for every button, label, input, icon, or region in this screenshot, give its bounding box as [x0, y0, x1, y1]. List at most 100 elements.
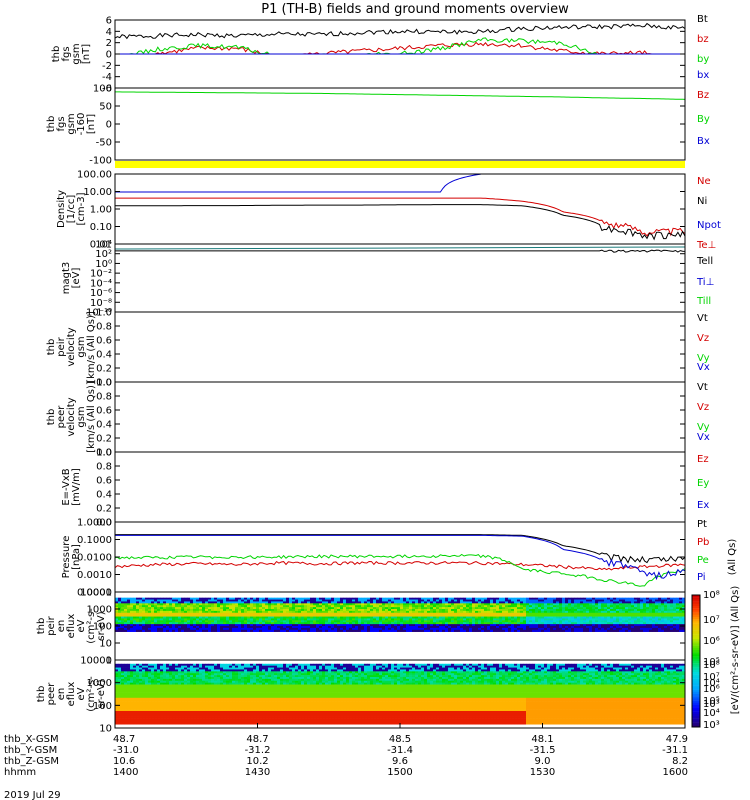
axis-value: 1600	[663, 767, 688, 778]
y-tick-label: 0.6	[96, 336, 112, 347]
svg-text:-160: -160	[76, 113, 87, 136]
y-tick-label: -100	[89, 156, 112, 167]
svg-text:peir: peir	[46, 615, 57, 635]
svg-text:thb: thb	[36, 618, 47, 635]
y-tick-label: 0.0100	[77, 553, 112, 564]
panel-frame	[114, 451, 686, 523]
y-tick-label: 10⁻⁸	[90, 298, 112, 309]
y-tick-label: 1.0	[96, 448, 112, 459]
y-tick-label: 10⁻⁶	[90, 288, 112, 299]
series-line-Ni	[115, 204, 686, 241]
y-tick-label: 0.2	[96, 434, 112, 445]
y-tick-label: 0.0010	[77, 570, 112, 581]
svg-text:thb: thb	[46, 409, 57, 426]
colorbar-label: [eV/(cm²-s-sr-eV)] (All Qs)	[730, 586, 741, 715]
svg-text:sr-eV): sr-eV)	[96, 611, 107, 640]
legend-Ni: Ni	[697, 196, 707, 207]
panel-frame	[114, 381, 686, 453]
y-tick-label: 0	[106, 50, 112, 61]
series-line-Pb	[114, 560, 686, 571]
y-axis-label: magt3 [eV]	[61, 262, 82, 295]
legend-Bt: Bt	[697, 14, 708, 25]
colorbar-tick: 10⁶	[703, 684, 720, 695]
y-tick-label: 10⁰	[95, 259, 112, 270]
svg-text:[nT]: [nT]	[81, 44, 92, 64]
y-axis-label: thb peer velocity gsm [km/s (All Qs)]	[46, 381, 97, 453]
axis-value: 8.2	[672, 756, 688, 767]
colorbar-tick: 10⁴	[703, 708, 720, 719]
colorbar-tick: 10⁵	[703, 657, 720, 668]
svg-text:[cm-3]: [cm-3]	[76, 192, 87, 225]
colorbar-tick: 10⁷	[703, 672, 720, 683]
y-tick-label: 0.1000	[77, 535, 112, 546]
panel-fgs-dsl: 100 50 0 -50 -100 thb fgs gsm -160 [nT] Bz By Bx	[46, 84, 710, 167]
y-tick-label: 1000	[87, 605, 112, 616]
legend-Ne: Ne	[697, 176, 711, 187]
y-tick-label: 1.00	[90, 205, 112, 216]
legend-Bx: Bx	[697, 136, 710, 147]
y-tick-label: 0	[106, 120, 112, 131]
y-tick-label: 1000	[87, 678, 112, 689]
legend-by: by	[697, 54, 709, 65]
colorbar-tick: 10⁵	[703, 696, 720, 707]
legend-Ez: Ez	[697, 454, 709, 465]
legend-Pb: Pb	[697, 537, 709, 548]
axis-value: 1530	[530, 767, 555, 778]
y-tick-label: 0.10	[90, 222, 112, 233]
legend-Till: Till	[696, 296, 711, 307]
y-tick-label: 0.6	[96, 406, 112, 417]
y-tick-label: 10	[99, 724, 112, 735]
colorbar-tick: 10⁸	[703, 590, 720, 601]
colorbar-tick: 10⁷	[703, 615, 720, 626]
axis-value: -31.2	[245, 745, 271, 756]
legend-Npot: Npot	[697, 220, 721, 231]
svg-text:eflux: eflux	[66, 614, 77, 639]
panel-frame	[114, 243, 686, 313]
svg-text:fgs: fgs	[61, 46, 72, 61]
svg-text:[1/cc]: [1/cc]	[66, 195, 77, 224]
legend-Vy: Vy	[697, 353, 710, 364]
series-line-Pt	[115, 534, 686, 564]
svg-text:peer: peer	[56, 405, 67, 429]
x-axis-annotations: thb_X-GSM 48.7 48.7 48.5 48.1 47.9 thb_Y-GSM -3…	[4, 723, 688, 778]
svg-text:gsm: gsm	[71, 43, 82, 64]
y-tick-label: 10000	[80, 656, 112, 667]
axis-value: 1400	[113, 767, 138, 778]
y-tick-label: 0.01	[90, 240, 112, 251]
y-tick-label: 1.0000	[77, 518, 112, 529]
y-tick-label: 0.0001	[77, 588, 112, 599]
svg-text:fgs: fgs	[56, 116, 67, 131]
legend-Pt: Pt	[697, 519, 707, 530]
series-line-by	[115, 37, 685, 55]
svg-text:[km/s (All Qs)]: [km/s (All Qs)]	[86, 311, 97, 383]
y-tick-label: 10⁻⁴	[90, 278, 112, 289]
legend-By: By	[697, 114, 710, 125]
y-tick-label: 1.0	[96, 308, 112, 319]
svg-text:E=-VxB: E=-VxB	[61, 468, 72, 505]
axis-value: -31.4	[387, 745, 413, 756]
axis-value: -31.1	[662, 745, 688, 756]
y-tick-label: 1.0	[96, 378, 112, 389]
axis-value: 47.9	[666, 734, 688, 745]
y-tick-label: -4	[102, 72, 112, 83]
y-axis-label: thb peir en eflux eV (cm²-s-sr-eV)	[36, 608, 107, 644]
panel-pressure: 1.0000 0.1000 0.0100 0.0010 0.0001 Pressure [n…	[61, 518, 738, 599]
heatmap-cells	[115, 597, 686, 632]
series-line-Tell	[115, 249, 686, 253]
legend-Tell: Tell	[696, 256, 713, 267]
legend-Vx: Vx	[697, 432, 710, 443]
legend-bx: bx	[697, 70, 709, 81]
legend-Vt: Vt	[697, 313, 708, 324]
legend-Ex: Ex	[697, 500, 709, 511]
legend-Te⊥: Te⊥	[696, 240, 716, 251]
svg-text:eV: eV	[76, 619, 87, 632]
status-bar	[115, 161, 685, 168]
series-line-Npot	[115, 173, 481, 193]
svg-text:velocity: velocity	[66, 327, 77, 366]
legend-Bz: Bz	[697, 90, 709, 101]
